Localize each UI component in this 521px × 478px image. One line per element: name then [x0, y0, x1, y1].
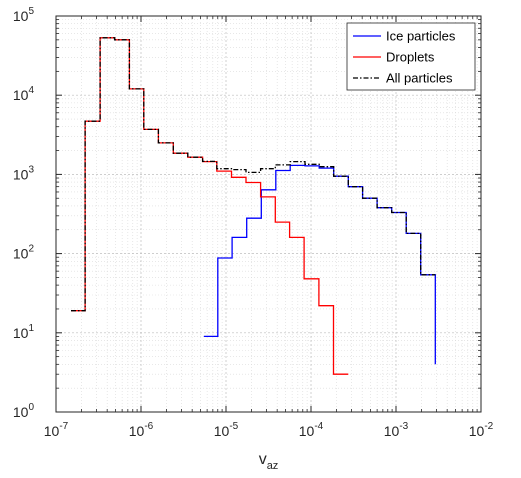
- y-tick-exponent: 1: [28, 323, 34, 334]
- x-tick-base: 10: [44, 423, 60, 439]
- y-tick-label: 104: [13, 85, 35, 103]
- x-axis-label-main: v: [259, 451, 267, 468]
- y-tick-base: 10: [13, 325, 29, 341]
- x-tick-base: 10: [299, 423, 315, 439]
- y-tick-exponent: 0: [28, 402, 34, 413]
- x-axis-tick-labels: 10-7 10-6 10-5 10-4 10-3 10-2: [44, 421, 494, 439]
- series-ice-particles: [203, 164, 436, 365]
- x-axis-label: vaz: [259, 451, 279, 472]
- y-tick-label: 105: [13, 6, 35, 24]
- x-tick-label: 10-6: [129, 421, 154, 439]
- x-tick-base: 10: [469, 423, 485, 439]
- legend-label: Ice particles: [386, 29, 456, 44]
- y-tick-base: 10: [13, 246, 29, 262]
- x-tick-exponent: -5: [229, 421, 238, 432]
- x-tick-label: 10-7: [44, 421, 69, 439]
- y-tick-base: 10: [13, 166, 29, 182]
- legend-label: Droplets: [386, 50, 435, 65]
- series-droplets: [71, 37, 349, 375]
- x-tick-exponent: -7: [59, 421, 68, 432]
- y-tick-base: 10: [13, 8, 29, 24]
- x-tick-base: 10: [214, 423, 230, 439]
- tick-marks: [55, 15, 482, 413]
- y-tick-exponent: 2: [28, 244, 34, 255]
- x-tick-label: 10-3: [384, 421, 409, 439]
- legend-label: All particles: [386, 71, 453, 86]
- series-all-particles: [71, 37, 436, 312]
- x-axis-label-subscript: az: [267, 460, 279, 472]
- y-tick-base: 10: [13, 87, 29, 103]
- x-tick-base: 10: [384, 423, 400, 439]
- y-tick-base: 10: [13, 404, 29, 420]
- x-tick-label: 10-5: [214, 421, 239, 439]
- y-tick-exponent: 4: [28, 85, 34, 96]
- legend: Ice particles Droplets All particles: [346, 22, 476, 91]
- x-tick-exponent: -4: [314, 421, 323, 432]
- x-tick-exponent: -3: [399, 421, 408, 432]
- y-tick-label: 102: [13, 244, 35, 262]
- x-tick-label: 10-2: [469, 421, 494, 439]
- y-tick-exponent: 5: [28, 6, 34, 17]
- x-tick-label: 10-4: [299, 421, 324, 439]
- series-layer: [71, 37, 436, 375]
- y-tick-label: 100: [13, 402, 35, 420]
- y-tick-exponent: 3: [28, 164, 34, 175]
- x-tick-exponent: -6: [144, 421, 153, 432]
- x-tick-base: 10: [129, 423, 145, 439]
- y-tick-label: 103: [13, 164, 35, 182]
- grid-lines: [55, 15, 482, 413]
- plot-area-frame: [55, 15, 482, 413]
- y-tick-label: 101: [13, 323, 35, 341]
- x-tick-exponent: -2: [484, 421, 493, 432]
